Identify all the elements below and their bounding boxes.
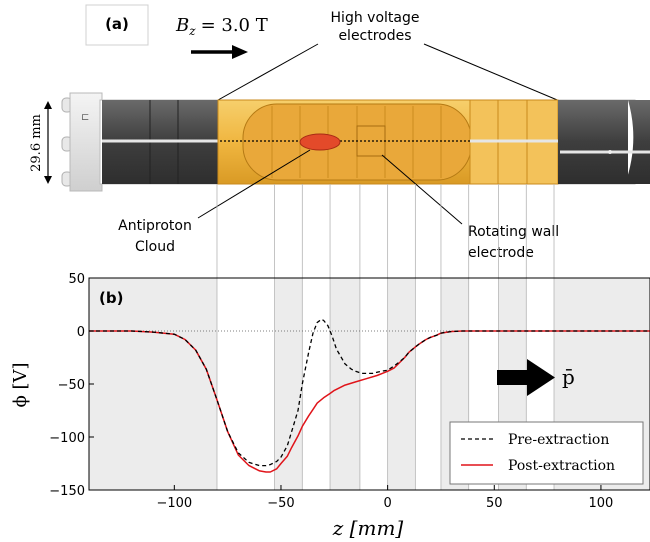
trap-schematic-panel: (a) Bz = 3.0 T High voltage electrodes 29… — [29, 4, 650, 261]
electrodes-label-line2: electrodes — [338, 28, 411, 44]
legend-label-pre: Pre-extraction — [508, 432, 609, 448]
x-tick-label: 100 — [589, 496, 614, 511]
extraction-arrow — [497, 359, 555, 396]
series-layer — [89, 318, 650, 473]
field-value: = 3.0 T — [201, 15, 268, 36]
series-line-pre-extraction — [89, 318, 650, 467]
rotating-pointer — [381, 154, 463, 225]
antiproton-cloud — [299, 133, 341, 151]
y-tick-label: −50 — [58, 378, 85, 393]
field-symbol: B — [175, 15, 189, 36]
legend: Pre-extraction Post-extraction — [449, 421, 644, 485]
legend-label-post: Post-extraction — [508, 458, 615, 474]
electrode-connector-lines — [216, 184, 555, 278]
x-tick-label: −100 — [156, 496, 192, 511]
potential-plot: −100 −50 0 50 100 500−50−100−150 (b) z [mm] … — [10, 272, 650, 540]
x-tick-label: −50 — [267, 496, 294, 511]
panel-b-label: (b) — [99, 289, 123, 307]
svg-text:⊏: ⊏ — [81, 112, 89, 123]
x-tick-label: 50 — [486, 496, 503, 511]
y-axis-label: ϕ [V] — [10, 362, 31, 407]
legend-box — [449, 421, 644, 485]
electrode-band — [330, 278, 360, 490]
electrode-band — [89, 278, 217, 490]
hv-electrode-right — [558, 100, 628, 184]
field-subscript: z — [188, 24, 196, 38]
panel-a-label: (a) — [105, 15, 129, 33]
field-label: Bz = 3.0 T — [175, 15, 268, 38]
y-tick-label: −100 — [49, 431, 85, 446]
x-tick-label: 0 — [383, 496, 391, 511]
panel-a-label-box — [85, 4, 149, 46]
electrode-band — [387, 278, 416, 490]
rotating-label-line2: electrode — [468, 245, 534, 261]
x-axis-ticks: −100 −50 0 50 100 — [156, 485, 613, 511]
electrode-band — [274, 278, 303, 490]
y-tick-label: 0 — [77, 325, 85, 340]
rotating-label-line1: Rotating wall — [468, 224, 559, 240]
field-direction-arrow — [191, 45, 248, 59]
end-cap: ⊏ — [61, 92, 103, 192]
electrodes-label-line1: High voltage — [331, 10, 420, 26]
cloud-label-line1: Antiproton — [118, 218, 192, 234]
cloud-label-line2: Cloud — [135, 239, 175, 255]
scale-bar — [44, 101, 52, 184]
y-tick-label: −150 — [49, 484, 85, 499]
y-axis-ticks: 50 0 −50 −100 −150 — [49, 272, 94, 499]
antiproton-symbol: p̄ — [562, 365, 575, 389]
scale-label: 29.6 mm — [29, 114, 44, 172]
x-axis-label: z [mm] — [332, 516, 404, 540]
y-tick-label: 50 — [68, 272, 85, 287]
